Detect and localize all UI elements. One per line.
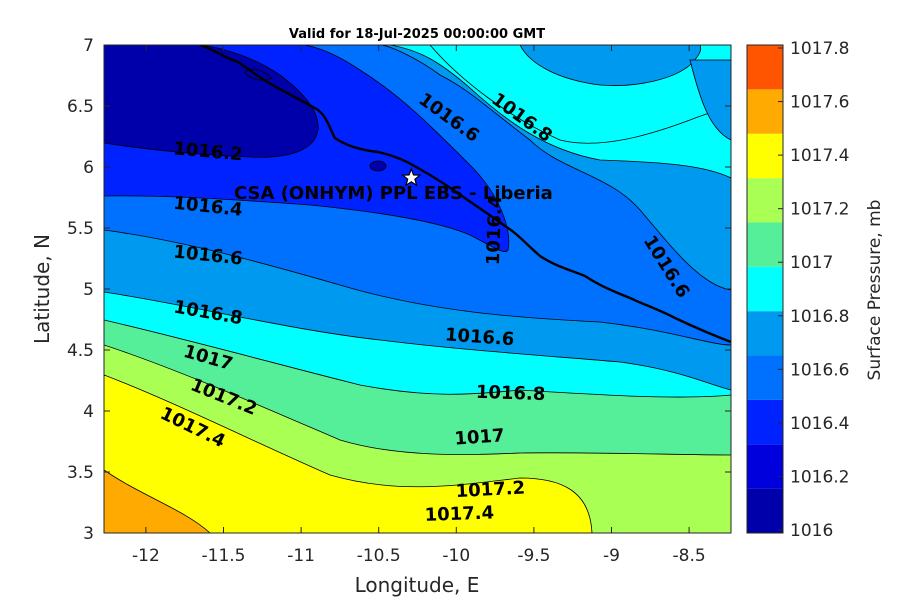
contour-label: 1016.4	[483, 195, 506, 265]
contour-label: 1016.6	[444, 324, 515, 350]
x-axis-label: Longitude, E	[355, 573, 480, 597]
colorbar-tick-label: 1017.6	[790, 93, 849, 113]
colorbar: 1016 1016.2 1016.4 1016.6 1016.8 1017 1017.2 10…	[746, 39, 849, 541]
contour-label: 1017.2	[455, 477, 525, 502]
chart-title: Valid for 18-Jul-2025 00:00:00 GMT	[289, 27, 545, 42]
x-tick-label: -11.5	[202, 546, 246, 566]
y-tick-label: 3.5	[67, 463, 94, 483]
colorbar-tick-label: 1017	[790, 253, 833, 273]
station-label: CSA (ONHYM) PPL EBS - Liberia	[234, 183, 553, 204]
y-axis: 3 3.5 4 4.5 5 5.5 6 6.5 7	[67, 36, 731, 544]
x-tick-label: -10	[442, 546, 470, 566]
colorbar-swatch	[747, 488, 783, 533]
y-tick-label: 3	[83, 524, 94, 544]
station-marker	[401, 167, 422, 187]
x-tick-label: -9.5	[517, 546, 550, 566]
x-tick-label: -12	[132, 546, 160, 566]
colorbar-swatch	[747, 45, 783, 90]
colorbar-frame	[746, 44, 784, 534]
colorbar-swatch	[747, 133, 783, 179]
y-tick-label: 6.5	[67, 97, 94, 117]
colorbar-tick-label: 1017.4	[790, 146, 849, 166]
colorbar-tick-label: 1016.8	[790, 307, 849, 327]
y-tick-label: 7	[83, 36, 94, 56]
coastline	[199, 45, 731, 344]
colorbar-swatch	[747, 444, 783, 489]
star-icon	[401, 167, 422, 187]
y-axis-label: Latitude, N	[30, 234, 54, 344]
colorbar-tick-label: 1017.8	[790, 39, 849, 59]
band-1017-4	[104, 374, 593, 533]
colorbar-tick-label: 1016.6	[790, 360, 849, 380]
colorbar-swatch	[747, 311, 783, 356]
x-axis: -12 -11.5 -11 -10.5 -10 -9.5 -9 -8.5	[132, 45, 706, 566]
contour-label: 1016.8	[476, 382, 546, 405]
colorbar-swatch	[747, 89, 783, 134]
y-tick-label: 4.5	[67, 341, 94, 361]
colorbar-tick-label: 1016	[790, 521, 833, 541]
x-tick-label: -11	[287, 546, 315, 566]
x-tick-label: -8.5	[673, 546, 706, 566]
band-1016-8-pocket	[519, 45, 702, 86]
colorbar-tick-label: 1017.2	[790, 200, 849, 220]
contour-label: 1017.4	[424, 502, 494, 525]
colorbar-tick-label: 1016.2	[790, 467, 849, 487]
colorbar-swatch	[747, 266, 783, 312]
y-tick-label: 5.5	[67, 219, 94, 239]
y-tick-label: 5	[83, 280, 94, 300]
contour-label: 1017	[454, 425, 505, 449]
colorbar-swatch	[747, 355, 783, 400]
band-small-low	[369, 160, 387, 172]
colorbar-swatch	[747, 222, 783, 267]
x-tick-label: -9	[603, 546, 620, 566]
y-tick-label: 6	[83, 158, 94, 178]
x-tick-label: -10.5	[357, 546, 401, 566]
colorbar-tick-label: 1016.4	[790, 414, 849, 434]
colorbar-swatch	[747, 399, 783, 445]
y-tick-label: 4	[83, 402, 94, 422]
plot-area: 1016.21016.41016.61016.810171017.21017.4…	[104, 45, 731, 533]
colorbar-swatch	[747, 178, 783, 223]
colorbar-label: Surface Pressure, mb	[865, 200, 885, 381]
